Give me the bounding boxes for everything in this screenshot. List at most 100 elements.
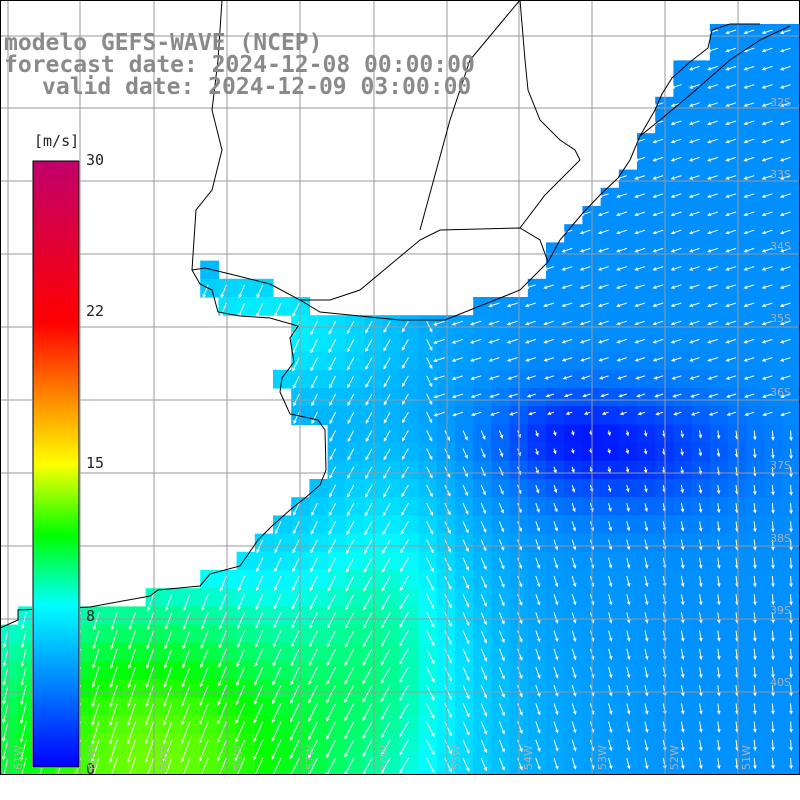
wind-arrow — [127, 757, 136, 781]
wind-arrow — [762, 302, 773, 307]
wind-arrow — [274, 521, 282, 534]
speed-cell — [182, 752, 201, 771]
speed-cell — [309, 733, 329, 753]
wind-arrow — [111, 612, 118, 630]
speed-cell — [782, 24, 800, 43]
wind-arrow-head — [255, 624, 259, 630]
lon-label: 54W — [522, 745, 535, 770]
speed-cell — [273, 715, 292, 735]
speed-cell — [728, 533, 747, 553]
wind-arrow — [680, 612, 684, 623]
wind-arrow — [453, 411, 464, 416]
speed-cell — [182, 642, 201, 662]
wind-arrow — [20, 721, 27, 742]
wind-arrow — [753, 521, 756, 532]
speed-cell — [327, 315, 347, 334]
wind-arrow — [273, 612, 282, 629]
wind-arrow-head — [771, 674, 775, 679]
wind-arrow — [608, 721, 612, 733]
wind-arrow-head — [609, 728, 613, 734]
wind-arrow-head — [670, 249, 675, 253]
speed-cell — [709, 315, 729, 334]
wind-arrow-head — [381, 624, 385, 629]
wind-arrow — [182, 630, 191, 649]
wind-arrow-head — [127, 664, 132, 669]
wind-arrow — [426, 648, 435, 664]
wind-arrow — [699, 575, 702, 587]
speed-cell — [764, 515, 784, 535]
wind-arrow-head — [507, 376, 512, 380]
wind-arrow-head — [347, 420, 351, 424]
speed-cell — [673, 333, 693, 353]
wind-arrow-head — [680, 451, 684, 456]
wind-arrow-head — [400, 512, 405, 517]
wind-arrow — [717, 739, 720, 751]
speed-cell — [764, 606, 784, 626]
speed-cell — [746, 752, 765, 771]
wind-arrow-head — [448, 567, 452, 572]
speed-cell — [764, 715, 784, 735]
wind-arrow-head — [616, 303, 621, 308]
wind-arrow-head — [744, 412, 749, 416]
wind-arrow — [345, 593, 355, 610]
wind-arrow — [599, 357, 609, 362]
wind-arrow-head — [571, 469, 575, 474]
speed-cell — [291, 588, 310, 607]
wind-arrow-head — [717, 564, 721, 569]
speed-cell — [273, 297, 292, 316]
speed-cell — [382, 497, 401, 516]
wind-arrow-head — [109, 721, 113, 726]
wind-arrow — [498, 484, 504, 494]
wind-arrow-head — [670, 158, 675, 162]
wind-arrow — [726, 357, 737, 362]
speed-cell — [673, 424, 693, 444]
speed-cell — [600, 242, 620, 262]
wind-arrow-head — [380, 679, 385, 684]
wind-arrow-head — [753, 765, 757, 770]
wind-arrow — [671, 338, 682, 343]
wind-arrow-head — [626, 582, 631, 588]
speed-cell — [273, 606, 292, 626]
wind-arrow-head — [183, 606, 187, 611]
wind-arrow — [762, 247, 773, 253]
speed-cell — [746, 333, 765, 353]
wind-arrow — [498, 575, 505, 588]
wind-arrow — [544, 357, 555, 362]
wind-arrow — [329, 430, 337, 442]
wind-arrow-head — [518, 565, 523, 570]
wind-arrow — [91, 757, 100, 781]
speed-cell — [345, 315, 365, 334]
wind-arrow — [201, 594, 209, 610]
wind-arrow — [344, 666, 355, 684]
wind-arrow-head — [126, 740, 131, 745]
wind-arrow-head — [382, 531, 386, 536]
wind-arrow — [726, 102, 737, 107]
wind-arrow-head — [789, 637, 793, 642]
wind-arrow-head — [508, 394, 513, 398]
wind-arrow-head — [180, 776, 185, 781]
wind-arrow — [680, 685, 684, 696]
wind-arrow — [199, 739, 209, 762]
speed-cell — [309, 551, 329, 571]
wind-arrow-head — [182, 645, 186, 650]
speed-cell — [200, 260, 219, 280]
wind-arrow-head — [91, 721, 95, 726]
speed-cell — [254, 679, 274, 698]
wind-arrow — [671, 320, 682, 325]
speed-cell — [345, 424, 365, 444]
wind-arrow — [680, 703, 684, 714]
wind-arrow-head — [743, 303, 748, 308]
wind-arrow-head — [626, 564, 631, 569]
speed-cell — [673, 224, 693, 243]
speed-cell — [709, 479, 729, 498]
wind-arrow-head — [55, 776, 59, 781]
wind-arrow — [526, 357, 536, 362]
speed-cell — [764, 679, 784, 698]
lon-label: 60W — [86, 745, 99, 770]
wind-arrow-head — [399, 751, 403, 756]
wind-arrow — [780, 338, 791, 343]
wind-arrow-head — [725, 212, 730, 217]
wind-arrow-head — [608, 656, 613, 661]
wind-arrow — [402, 393, 409, 405]
wind-arrow — [380, 684, 391, 702]
